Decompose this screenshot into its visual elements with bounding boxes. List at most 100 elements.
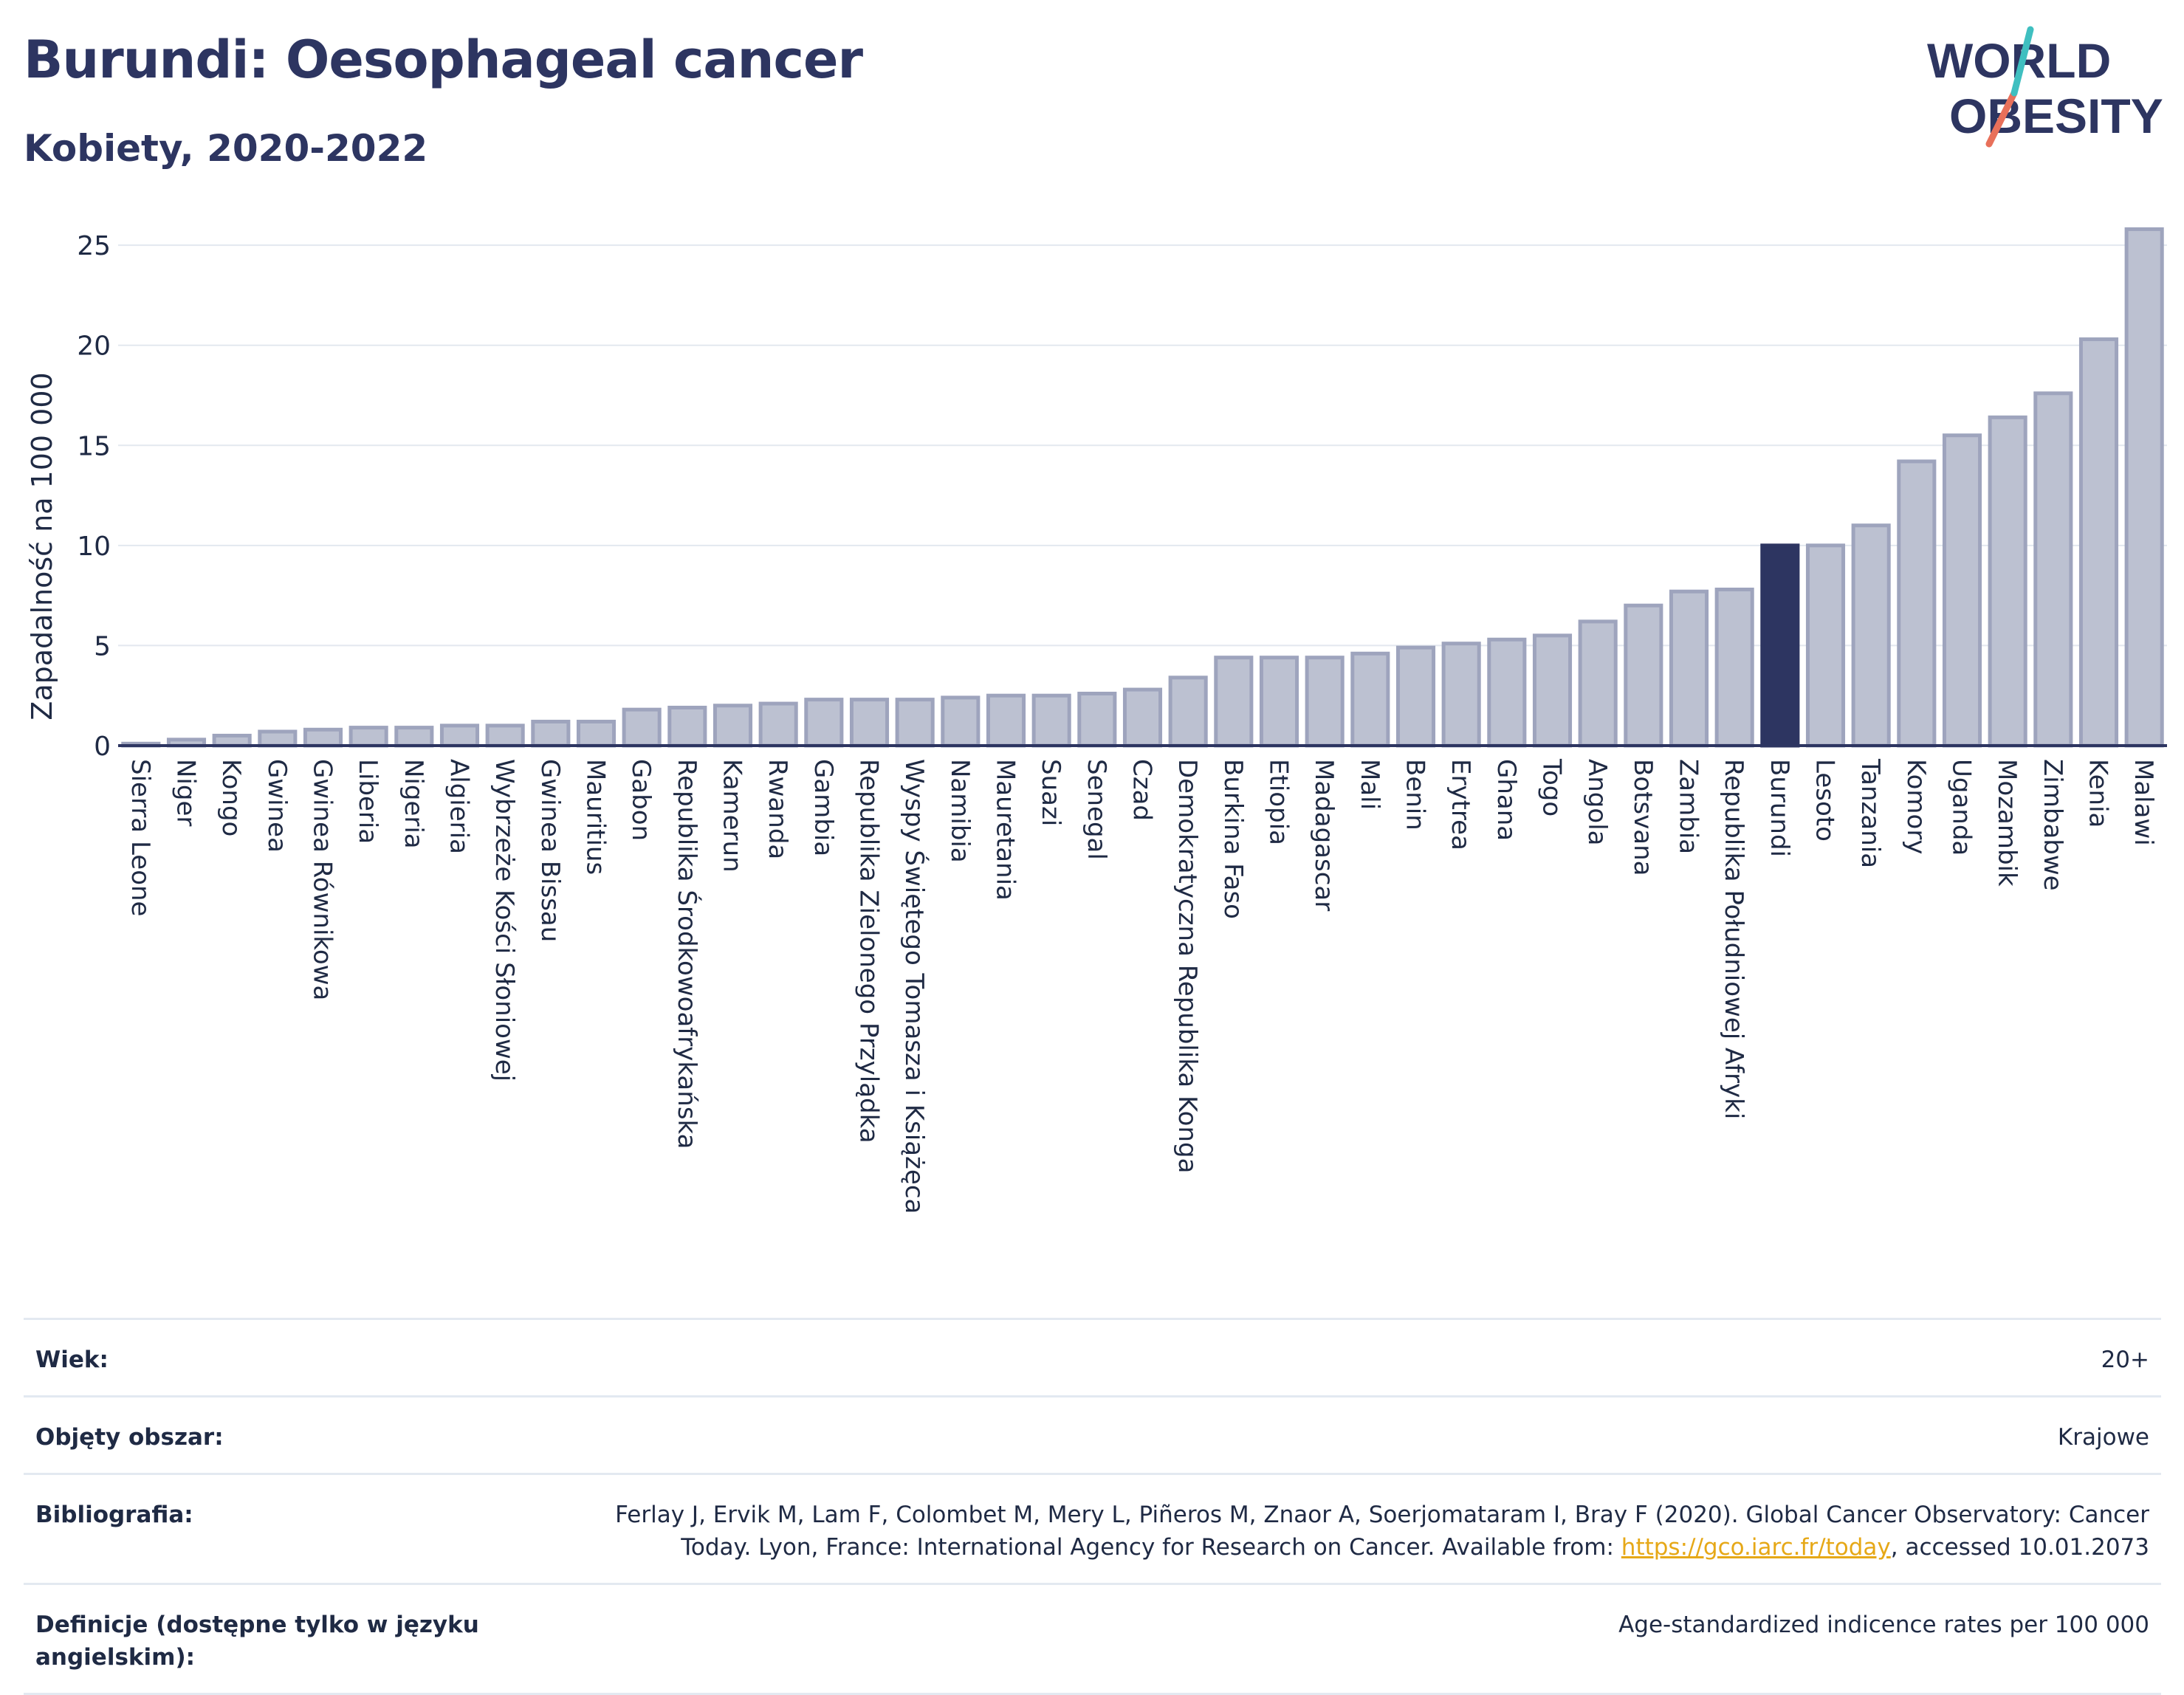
bar-erytrea [1441,642,1481,748]
bar-burundi [1760,543,1800,748]
page-subtitle: Kobiety, 2020-2022 [24,127,428,170]
logo-slash-teal [2010,26,2034,97]
bar-botsvana [1624,603,1663,748]
bar-gambia [804,698,844,748]
bar-burkina-faso [1214,656,1254,748]
bar-mali [1350,651,1390,748]
bar-gwinea-równikowa [303,727,343,748]
bar-kamerun [712,704,753,748]
bar-madagascar [1305,656,1345,748]
bar-suazi [1031,693,1071,748]
x-tick-label: Niger [171,759,201,826]
x-tick-label: Zambia [1674,759,1703,854]
bar-republika-środkowoafrykańska [667,705,707,748]
x-tick-label: Czad [1127,759,1157,821]
bar-angola [1578,619,1618,748]
bar-ghana [1487,637,1527,748]
x-tick-label: Republika Południowej Afryki [1719,759,1748,1119]
bar-tanzania [1851,523,1891,748]
meta-row-definitions: Definicje (dostępne tylko w języku angie… [24,1583,2161,1695]
x-tick-label: Kongo [216,759,246,836]
bar-czad [1122,687,1163,748]
y-axis-label: Zapadalność na 100 000 [26,372,58,720]
bar-mauritius [576,719,617,748]
x-tick-label: Botsvana [1628,759,1658,876]
y-tick-label: 5 [94,631,111,661]
bar-namibia [941,695,981,748]
bibliography-line1: Ferlay J, Ervik M, Lam F, Colombet M, Me… [615,1502,2149,1528]
x-tick-label: Burundi [1765,759,1794,857]
meta-row-bibliography: Bibliografia: Ferlay J, Ervik M, Lam F, … [24,1473,2161,1583]
meta-row-age: Wiek: 20+ [24,1318,2161,1395]
x-tick-label: Algieria [444,759,474,854]
x-tick-label: Suazi [1036,759,1065,826]
bar-republika-zielonego-przylądka [849,698,890,748]
x-tick-label: Gwinea Bissau [535,759,565,942]
x-tick-label: Namibia [945,759,975,863]
bar-lesoto [1805,543,1846,748]
x-tick-labels: Sierra Leone Niger Kongo Gwinea Gwinea Równi… [126,758,2158,1214]
bar-gwinea-bissau [531,719,571,748]
y-tick-label: 20 [77,331,111,362]
x-tick-label: Erytrea [1446,759,1475,850]
x-tick-label: Gwinea Równikowa [308,759,337,1000]
y-tick-label: 10 [77,532,111,562]
bar-demokratyczna-republika-konga [1168,675,1208,748]
bar-uganda [1942,433,1982,748]
x-tick-label: Gambia [808,759,838,856]
x-tick-label: Ghana [1491,759,1521,841]
logo-slash-red [1985,89,2018,148]
x-tick-label: Mauretania [991,759,1020,901]
bars [121,227,2164,748]
meta-label: Bibliografia: [35,1502,193,1528]
x-tick-label: Kenia [2084,759,2113,828]
x-tick-label: Etiopia [1264,759,1294,845]
x-tick-label: Komory [1901,759,1931,854]
page-title: Burundi: Oesophageal cancer [24,30,863,90]
meta-value: Ferlay J, Ervik M, Lam F, Colombet M, Me… [615,1499,2149,1564]
y-tick-label: 15 [77,431,111,461]
bar-malawi [2124,227,2164,748]
meta-label: Objęty obszar: [35,1424,224,1451]
bar-wyspy-świętego-tomasza-i-książęca [895,698,935,748]
bar-gwinea [258,729,298,748]
bar-kenia [2078,337,2119,748]
y-tick-label: 25 [77,231,111,261]
source-link[interactable]: https://gco.iarc.fr/today [1621,1534,1891,1561]
x-tick-label: Kamerun [718,759,747,873]
bibliography-line2-post: , accessed 10.01.2073 [1890,1534,2149,1561]
x-tick-label: Mauritius [581,759,611,875]
bar-liberia [348,726,388,748]
bar-benin [1395,645,1436,748]
bar-mozambik [1988,415,2027,748]
meta-label: Definicje (dostępne tylko w języku angie… [35,1612,479,1671]
bar-kongo [212,733,252,748]
bar-zimbabwe [2033,391,2073,748]
bar-togo [1532,633,1573,748]
bar-rwanda [758,701,798,748]
bar-chart: 0 5 10 15 20 25 Sierra Leone Niger Kongo Gwinea G… [26,227,2167,1214]
x-tick-label: Gwinea [262,759,292,853]
x-tick-label: Liberia [353,759,382,844]
x-tick-label: Benin [1401,759,1430,831]
bar-gabon [622,707,662,748]
bar-zambia [1669,589,1709,748]
x-tick-label: Burkina Faso [1218,759,1248,919]
bar-senegal [1077,692,1117,748]
x-tick-label: Republika Środkowoafrykańska [672,759,702,1149]
x-tick-label: Malawi [2129,759,2158,846]
x-tick-label: Angola [1582,759,1612,845]
bar-republika-południowej-afryki [1714,588,1754,748]
x-tick-label: Senegal [1082,759,1111,860]
x-tick-label: Zimbabwe [2038,759,2067,891]
x-tick-label: Demokratyczna Republika Konga [1172,759,1202,1173]
x-tick-label: Mali [1355,759,1384,810]
x-tick-label: Wyspy Świętego Tomasza i Książęca [899,759,930,1214]
world-obesity-logo: WORLD OBESITY [1927,26,2163,148]
bar-algieria [439,723,480,748]
meta-row-area: Objęty obszar: Krajowe [24,1395,2161,1473]
bar-komory [1897,459,1937,748]
meta-value: 20+ [2101,1347,2149,1373]
y-tick-label: 0 [94,732,111,762]
x-tick-label: Rwanda [763,759,792,859]
